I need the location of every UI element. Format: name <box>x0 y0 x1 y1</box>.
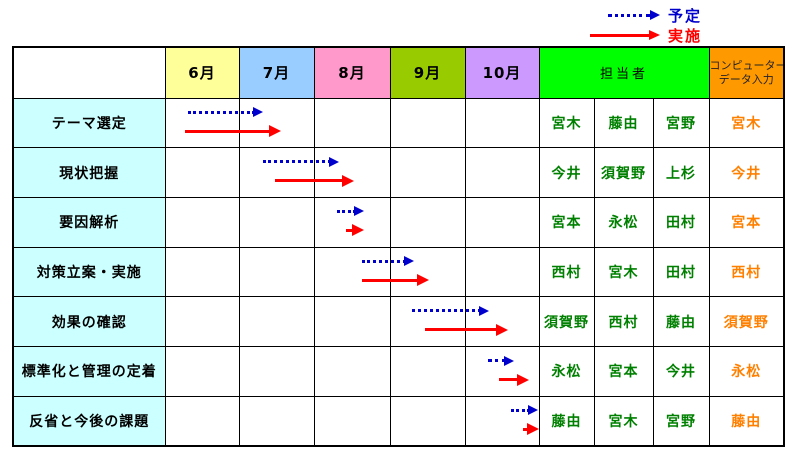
timeline-cell <box>164 345 240 397</box>
task-row: 標準化と管理の定着 永松 宮本 今井 永松 <box>12 345 785 397</box>
assignee-cell: 西村 <box>593 296 654 347</box>
assignee-cell: 藤由 <box>593 97 654 149</box>
month-header-9: 9月 <box>389 46 466 99</box>
planned-arrow-icon <box>590 10 660 20</box>
timeline-cell <box>238 97 315 149</box>
task-row: 反省と今後の課題 藤由 宮木 宮野 藤由 <box>12 395 785 447</box>
legend-actual-label: 実施 <box>668 26 703 45</box>
legend-planned-label: 予定 <box>668 6 703 25</box>
timeline-cell <box>464 147 540 198</box>
timeline-cell <box>389 196 466 248</box>
assignee-cell: 上杉 <box>652 147 710 198</box>
timeline-cell <box>164 296 240 347</box>
task-label-cell: 要因解析 <box>12 196 166 248</box>
data-entry-cell: 永松 <box>708 345 785 397</box>
assignee-cell: 田村 <box>652 196 710 248</box>
timeline-cell <box>164 395 240 447</box>
assignee-cell: 西村 <box>538 246 595 298</box>
actual-arrow-icon <box>590 30 660 40</box>
timeline-cell <box>313 345 391 397</box>
timeline-cell <box>238 395 315 447</box>
assignee-cell: 藤由 <box>652 296 710 347</box>
timeline-cell <box>464 345 540 397</box>
assignee-cell: 永松 <box>593 196 654 248</box>
timeline-cell <box>464 395 540 447</box>
timeline-cell <box>389 97 466 149</box>
tantousha-header: 担当者 <box>538 46 710 99</box>
data-entry-header: コンピューター データ入力 <box>708 46 785 99</box>
task-label-cell: 現状把握 <box>12 147 166 198</box>
assignee-cell: 宮野 <box>652 395 710 447</box>
data-entry-cell: 宮本 <box>708 196 785 248</box>
timeline-cell <box>164 246 240 298</box>
timeline-cell <box>464 97 540 149</box>
assignee-cell: 宮本 <box>593 345 654 397</box>
schedule-table: 6月 7月 8月 9月 10月 担当者 コンピューター データ入力 テーマ選定 宮木 藤由 宮野 宮木… <box>12 46 786 447</box>
timeline-cell <box>389 296 466 347</box>
assignee-cell: 須賀野 <box>538 296 595 347</box>
assignee-cell: 須賀野 <box>593 147 654 198</box>
assignee-cell: 宮野 <box>652 97 710 149</box>
task-label-cell: 効果の確認 <box>12 296 166 347</box>
timeline-cell <box>313 296 391 347</box>
assignee-cell: 今井 <box>652 345 710 397</box>
timeline-cell <box>164 147 240 198</box>
task-row: 現状把握 今井 須賀野 上杉 今井 <box>12 147 785 198</box>
legend: 予定 実施 <box>590 5 720 45</box>
timeline-cell <box>238 345 315 397</box>
task-row: 要因解析 宮本 永松 田村 宮本 <box>12 196 785 248</box>
assignee-cell: 今井 <box>538 147 595 198</box>
assignee-cell: 宮木 <box>538 97 595 149</box>
data-entry-cell: 藤由 <box>708 395 785 447</box>
timeline-cell <box>313 147 391 198</box>
task-label-cell: 標準化と管理の定着 <box>12 345 166 397</box>
task-label-cell: テーマ選定 <box>12 97 166 149</box>
corner-cell <box>12 46 166 99</box>
task-label-cell: 反省と今後の課題 <box>12 395 166 447</box>
data-entry-cell: 西村 <box>708 246 785 298</box>
month-header-6: 6月 <box>164 46 240 99</box>
timeline-cell <box>464 296 540 347</box>
task-row: テーマ選定 宮木 藤由 宮野 宮木 <box>12 97 785 149</box>
data-entry-cell: 宮木 <box>708 97 785 149</box>
timeline-cell <box>164 97 240 149</box>
data-entry-header-line2: データ入力 <box>718 72 774 86</box>
timeline-cell <box>313 196 391 248</box>
timeline-cell <box>164 196 240 248</box>
timeline-cell <box>238 246 315 298</box>
task-row: 効果の確認 須賀野 西村 藤由 須賀野 <box>12 296 785 347</box>
task-label-cell: 対策立案・実施 <box>12 246 166 298</box>
data-entry-cell: 須賀野 <box>708 296 785 347</box>
timeline-cell <box>389 395 466 447</box>
assignee-cell: 宮木 <box>593 395 654 447</box>
timeline-cell <box>389 147 466 198</box>
month-header-7: 7月 <box>238 46 315 99</box>
month-header-8: 8月 <box>313 46 391 99</box>
assignee-cell: 宮本 <box>538 196 595 248</box>
assignee-cell: 宮木 <box>593 246 654 298</box>
timeline-cell <box>389 246 466 298</box>
task-row: 対策立案・実施 西村 宮木 田村 西村 <box>12 246 785 298</box>
timeline-cell <box>313 246 391 298</box>
assignee-cell: 田村 <box>652 246 710 298</box>
assignee-cell: 永松 <box>538 345 595 397</box>
timeline-cell <box>238 147 315 198</box>
timeline-cell <box>464 246 540 298</box>
timeline-cell <box>389 345 466 397</box>
timeline-cell <box>238 296 315 347</box>
timeline-cell <box>313 395 391 447</box>
timeline-cell <box>238 196 315 248</box>
data-entry-cell: 今井 <box>708 147 785 198</box>
timeline-cell <box>464 196 540 248</box>
legend-planned-row: 予定 <box>590 5 720 25</box>
assignee-cell: 藤由 <box>538 395 595 447</box>
header-row: 6月 7月 8月 9月 10月 担当者 コンピューター データ入力 <box>12 46 785 99</box>
month-header-10: 10月 <box>464 46 540 99</box>
data-entry-header-line1: コンピューター <box>709 59 785 72</box>
timeline-cell <box>313 97 391 149</box>
legend-actual-row: 実施 <box>590 25 720 45</box>
